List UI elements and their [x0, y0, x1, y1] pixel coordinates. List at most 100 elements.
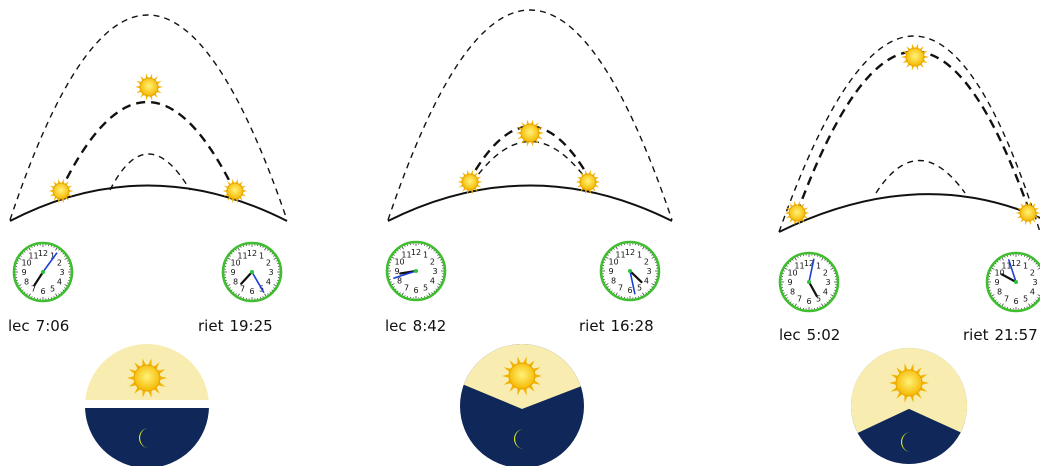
clock-tick [833, 292, 835, 294]
clock-tick [437, 283, 441, 286]
clock-tick [64, 284, 68, 287]
clock-numeral: 12 [247, 249, 257, 258]
clock-tick [995, 299, 997, 301]
sun-ray [516, 131, 522, 135]
clock-numeral: 8 [397, 277, 402, 286]
clock-tick [1033, 301, 1035, 303]
sun-icon [135, 73, 163, 101]
clock-numeral: 12 [411, 248, 421, 257]
clock-tick [1026, 306, 1028, 308]
clock-numeral: 11 [794, 262, 804, 271]
clock-numeral: 6 [249, 287, 254, 296]
hour-hand [807, 280, 818, 298]
sun-icon [501, 356, 543, 396]
clock-tick [826, 261, 828, 263]
clock-tick [28, 293, 31, 297]
clock-numeral: 4 [823, 288, 828, 297]
clock-center [41, 270, 45, 274]
clock-numeral: 8 [24, 278, 29, 287]
clock-tick [64, 255, 66, 257]
sun-ray [126, 376, 135, 380]
clock-tick [833, 270, 835, 272]
clock-numeral: 3 [268, 268, 273, 277]
clock-numeral: 7 [240, 284, 245, 293]
winter-path-dashed [471, 140, 590, 184]
sun-icon [457, 169, 483, 195]
clock-tick [645, 292, 647, 294]
clock-numeral: 10 [230, 259, 240, 268]
clock-tick [426, 245, 428, 247]
clock-tick [31, 246, 33, 248]
clock-tick [997, 261, 999, 263]
clock-tick [53, 246, 55, 248]
clock-tick [613, 292, 615, 294]
clock-tick [1004, 306, 1006, 308]
clock-tick [276, 282, 278, 284]
clock-tick [993, 297, 995, 299]
clock-numeral: 8 [233, 278, 238, 287]
sun-ray [888, 381, 897, 385]
sun-ray [909, 363, 914, 372]
clock-tick [235, 293, 237, 295]
sun-ray [68, 189, 74, 193]
clock-numeral: 1 [259, 252, 264, 261]
clock-numeral: 7 [31, 284, 36, 293]
sunset-label: riet [579, 317, 605, 335]
clock-tick [62, 289, 64, 291]
summer-outer-path [778, 35, 1040, 233]
day-night-disc [851, 348, 967, 464]
clock-tick [67, 282, 69, 284]
clock-tick [231, 289, 233, 291]
minute-hand [393, 270, 417, 279]
clock-tick [437, 254, 439, 256]
hour-hand [628, 269, 643, 284]
clock-numeral: 12 [1011, 259, 1021, 268]
clock-tick [819, 256, 821, 258]
clock-tick [435, 252, 437, 254]
sun-disc [139, 77, 159, 97]
clock-numeral: 9 [21, 268, 26, 277]
clock-tick [1033, 261, 1035, 263]
clock-tick [395, 288, 397, 290]
clock-tick [20, 287, 22, 289]
clock-tick [237, 293, 240, 297]
clock-numeral: 6 [413, 286, 418, 295]
clock-tick [62, 253, 64, 255]
hour-hand [33, 270, 45, 287]
clock-tick [235, 249, 237, 251]
clock-tick [1028, 303, 1031, 307]
clock-tick [233, 291, 235, 293]
clock-tick [826, 301, 828, 303]
clock-tick [607, 286, 609, 288]
sunset-caption: riet 19:25 [198, 317, 273, 335]
clock-tick [649, 252, 651, 254]
clock-tick [229, 287, 231, 289]
clock-tick [830, 294, 834, 297]
clock-tick [433, 290, 435, 292]
clock-tick [999, 259, 1001, 261]
sun-ray [901, 55, 907, 59]
clock-tick [390, 259, 392, 261]
sun-ray [1035, 211, 1040, 215]
clock-tick [1004, 256, 1006, 258]
clock-tick [1035, 299, 1037, 301]
clock-tick [17, 260, 19, 262]
sunrise-label: lec [779, 326, 801, 344]
clock-numeral: 8 [790, 288, 795, 297]
horizon [387, 184, 673, 222]
clock-tick [788, 263, 790, 265]
clock-numeral: 7 [1004, 294, 1009, 303]
sunset-label: riet [198, 317, 224, 335]
clock-tick [828, 263, 830, 265]
clock-tick [264, 247, 267, 251]
clock-tick [651, 286, 653, 288]
clock-tick [55, 247, 58, 251]
clock-tick [783, 270, 785, 272]
clock-tick [990, 270, 992, 272]
clock-tick [390, 281, 392, 283]
clock-tick [783, 292, 785, 294]
